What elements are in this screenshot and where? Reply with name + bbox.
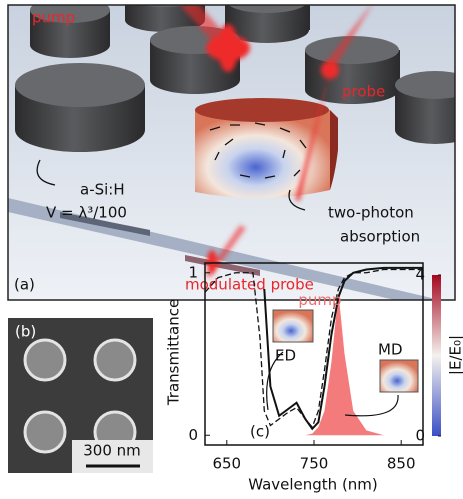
annotation: ED bbox=[275, 347, 296, 365]
series-label: pump bbox=[298, 291, 341, 309]
scale-bar-label: 300 nm bbox=[83, 442, 141, 460]
y-tick-label: 0 bbox=[188, 426, 198, 444]
panel-a bbox=[8, 0, 463, 300]
colorbar bbox=[432, 275, 441, 436]
x-tick-label: 850 bbox=[387, 455, 416, 473]
annotation: MD bbox=[378, 341, 403, 359]
colorbar-tick-label: 0 bbox=[415, 427, 425, 445]
panel-label: (a) bbox=[14, 276, 35, 294]
y-axis-label: Transmittance bbox=[165, 299, 183, 406]
figure: pump probe a-Si:H V = λ³/100 two-photon … bbox=[0, 0, 463, 495]
x-axis-label: Wavelength (nm) bbox=[248, 476, 378, 494]
volume-label: V = λ³/100 bbox=[46, 204, 127, 222]
panel-label: (b) bbox=[15, 323, 36, 341]
colorbar-tick-label: 4 bbox=[415, 266, 425, 284]
tpa-label-2: absorption bbox=[340, 228, 420, 246]
pump-label: pump bbox=[32, 9, 75, 27]
y-tick-label: 1 bbox=[188, 263, 198, 281]
tpa-label-1: two-photon bbox=[328, 204, 414, 222]
colorbar-label: |E/E₀| bbox=[447, 335, 463, 375]
x-tick-label: 750 bbox=[300, 455, 329, 473]
probe-label: probe bbox=[342, 83, 385, 101]
x-tick-label: 650 bbox=[212, 455, 241, 473]
panel-label: (c) bbox=[250, 423, 270, 441]
material-label: a-Si:H bbox=[80, 181, 125, 199]
